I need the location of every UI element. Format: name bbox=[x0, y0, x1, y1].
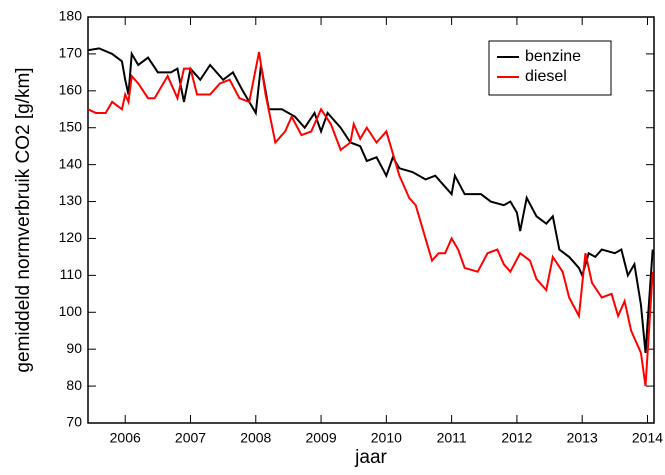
x-axis-label: jaar bbox=[354, 447, 387, 468]
y-tick-label: 160 bbox=[59, 82, 83, 98]
series-line bbox=[87, 51, 654, 387]
y-tick-label: 130 bbox=[59, 192, 83, 208]
y-tick-label: 170 bbox=[59, 45, 83, 61]
y-tick-label: 80 bbox=[66, 377, 82, 393]
y-tick-label: 70 bbox=[66, 414, 82, 430]
x-tick-label: 2006 bbox=[110, 430, 141, 446]
y-tick-label: 90 bbox=[66, 340, 82, 356]
x-tick-label: 2007 bbox=[175, 430, 206, 446]
plot-frame bbox=[87, 16, 655, 424]
legend-box bbox=[488, 40, 612, 96]
y-axis-label: gemiddeld normverbruik CO2 [g/km] bbox=[13, 67, 34, 372]
x-tick-label: 2011 bbox=[437, 430, 467, 446]
x-tick-label: 2008 bbox=[240, 430, 271, 446]
x-tick-label: 2010 bbox=[371, 430, 402, 446]
series-line bbox=[87, 47, 654, 353]
legend-label: benzine bbox=[525, 48, 581, 65]
y-tick-label: 180 bbox=[59, 8, 83, 24]
x-tick-label: 2014 bbox=[632, 430, 663, 446]
y-tick-label: 150 bbox=[59, 118, 83, 134]
legend-label: diesel bbox=[525, 68, 567, 85]
y-tick-label: 120 bbox=[59, 229, 83, 245]
x-tick-label: 2013 bbox=[567, 430, 598, 446]
y-tick-label: 140 bbox=[59, 155, 83, 171]
x-tick-label: 2009 bbox=[305, 430, 336, 446]
y-tick-label: 110 bbox=[60, 266, 83, 282]
y-tick-label: 100 bbox=[59, 303, 83, 319]
x-tick-label: 2012 bbox=[501, 430, 532, 446]
